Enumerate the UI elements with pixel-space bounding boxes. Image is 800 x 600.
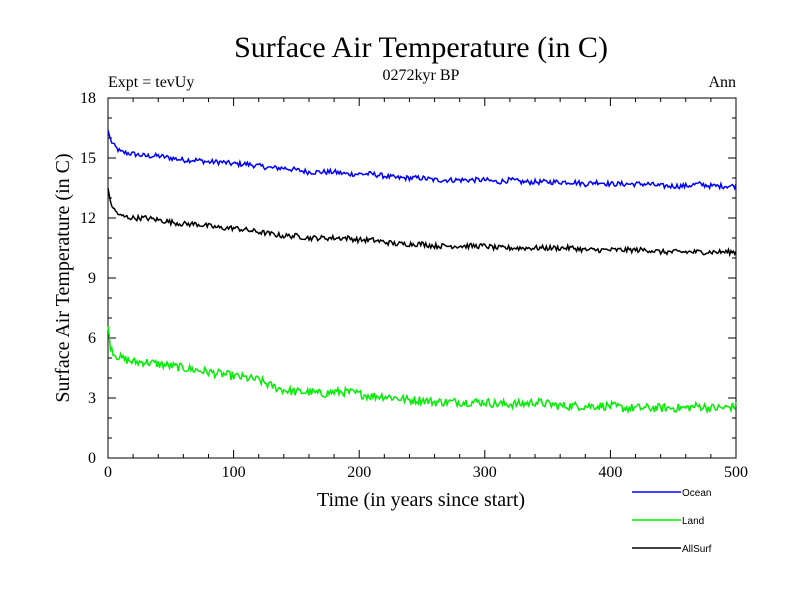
x-tick-label: 300 (473, 464, 497, 481)
tick-labels: 0 100 200 300 400 500 0 3 6 9 12 15 18 (80, 90, 748, 481)
series-line-ocean (107, 129, 737, 191)
legend: Ocean Land AllSurf (632, 488, 712, 555)
axis-ticks (107, 97, 737, 459)
plot-frame (107, 97, 737, 459)
legend-label-allsurf: AllSurf (682, 544, 712, 555)
experiment-label: Expt = tevUy (108, 74, 194, 91)
y-tick-label: 18 (80, 90, 96, 107)
legend-label-land: Land (682, 516, 704, 527)
x-tick-label: 100 (222, 464, 246, 481)
x-tick-label: 500 (724, 464, 748, 481)
series-lines (107, 129, 737, 415)
plot-border (107, 97, 737, 459)
y-tick-label: 12 (80, 210, 96, 227)
legend-label-ocean: Ocean (682, 488, 711, 499)
x-axis-label: Time (in years since start) (317, 489, 525, 511)
y-tick-label: 3 (88, 390, 96, 407)
series-line-land (107, 325, 737, 415)
y-tick-label: 6 (88, 330, 96, 347)
x-tick-label: 0 (104, 464, 112, 481)
chart-subtitle: 0272kyr BP (383, 67, 460, 84)
y-tick-label: 15 (80, 150, 96, 167)
y-tick-label: 9 (88, 270, 96, 287)
x-tick-label: 200 (347, 464, 371, 481)
x-tick-label: 400 (598, 464, 622, 481)
y-axis-label: Surface Air Temperature (in C) (52, 153, 74, 402)
chart-title: Surface Air Temperature (in C) (234, 31, 608, 64)
y-tick-label: 0 (88, 450, 96, 467)
series-line-allsurf (107, 187, 737, 258)
season-label: Ann (708, 74, 736, 91)
